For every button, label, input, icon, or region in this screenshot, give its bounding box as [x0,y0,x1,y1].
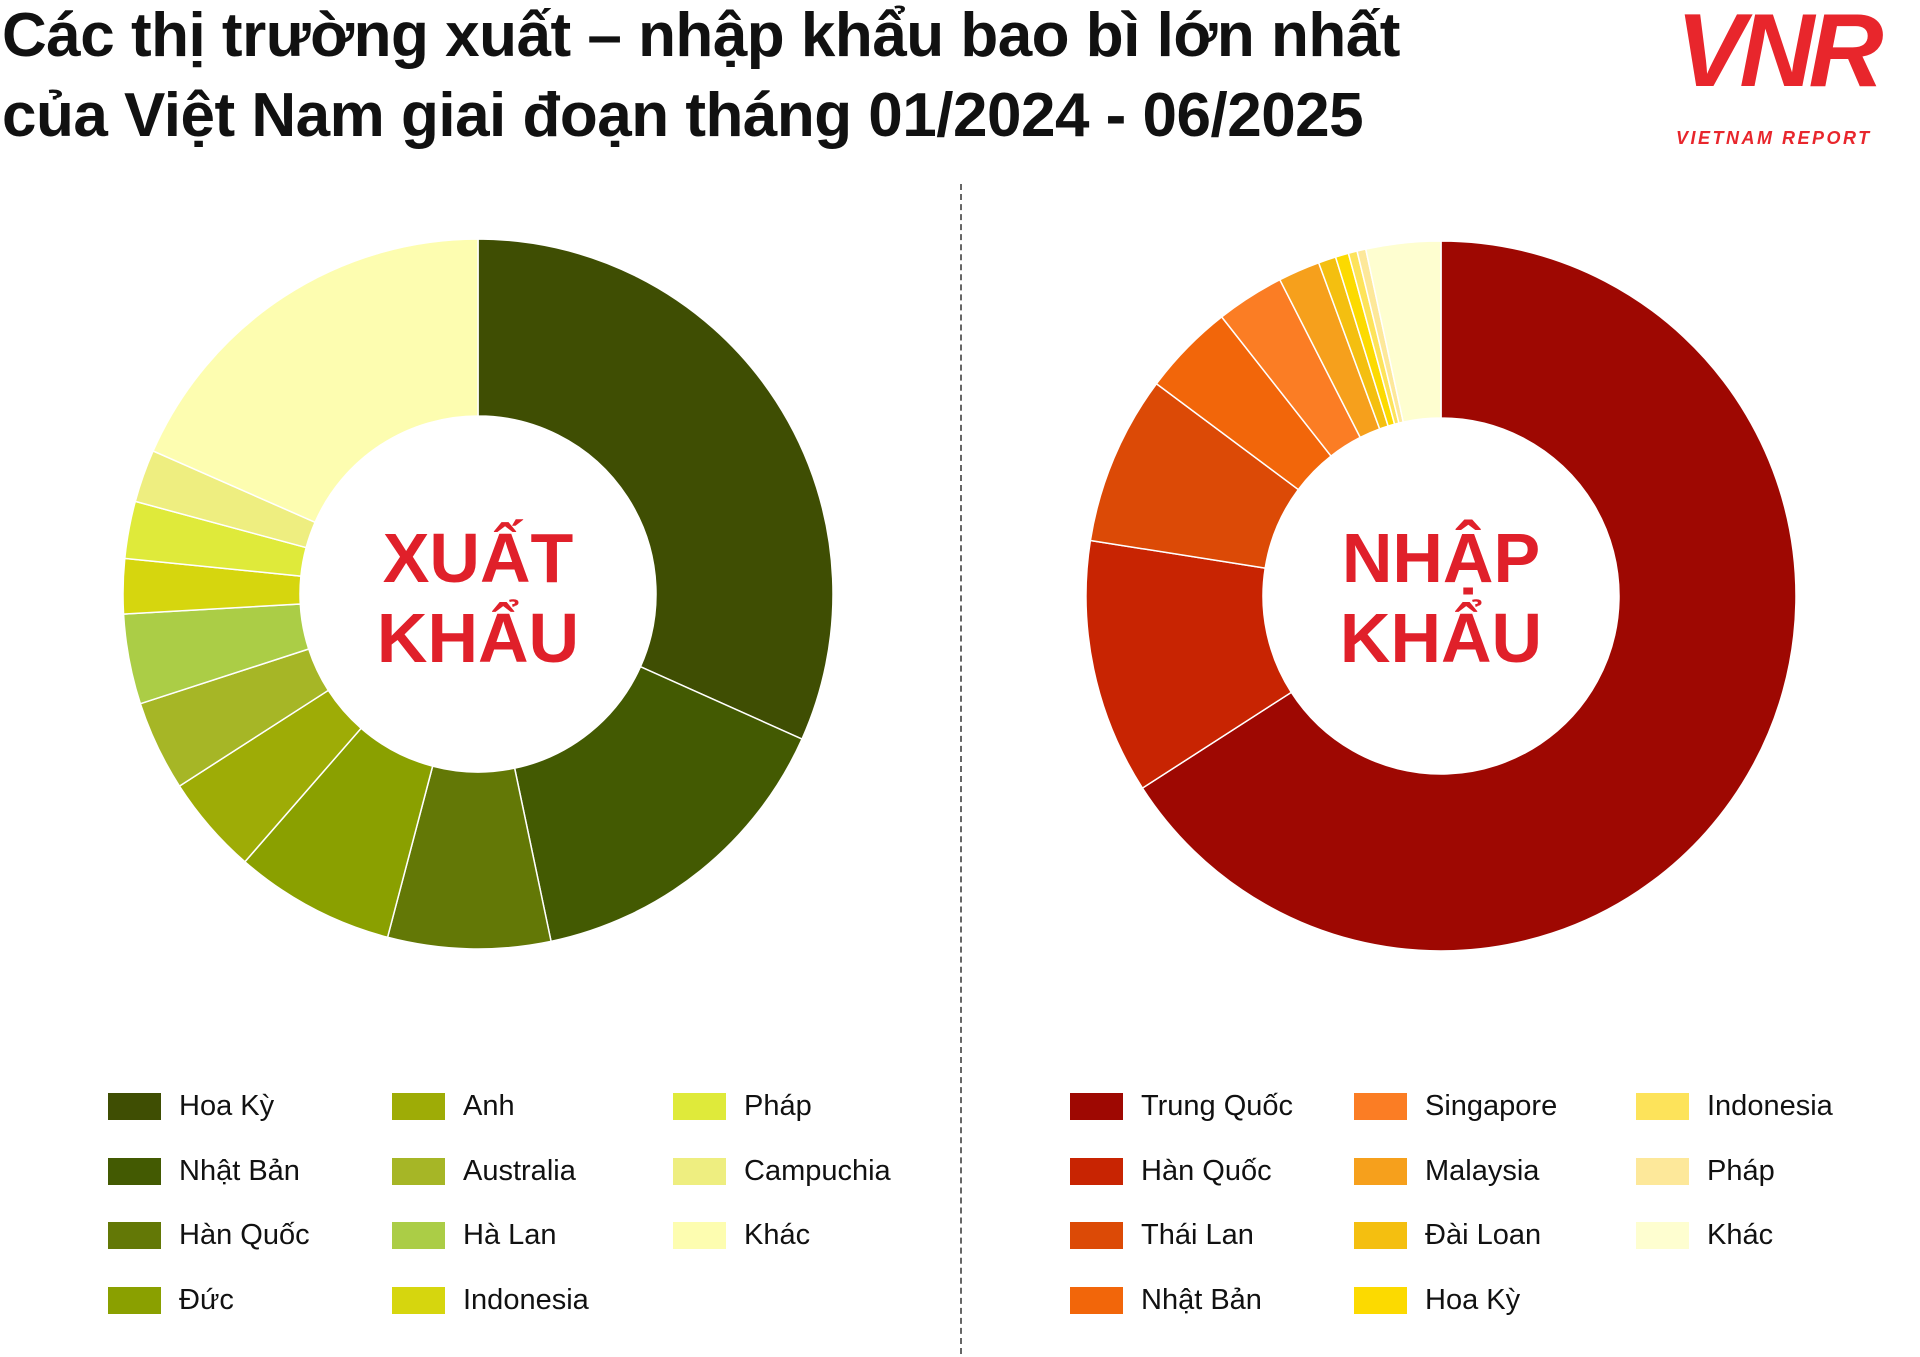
legend-label: Indonesia [463,1284,589,1316]
legend-label: Nhật Bản [1141,1284,1262,1316]
legend-swatch [392,1158,445,1185]
vietnam-report-logo: VNR VIETNAM REPORT [1676,0,1920,150]
title-line-2: của Việt Nam giai đoạn tháng 01/2024 - 0… [2,81,1364,150]
export-slice-1 [513,665,803,943]
legend-label: Khác [744,1219,811,1251]
export-center-label: XUẤT KHẨU [328,518,628,678]
legend-label: Nhật Bản [179,1155,300,1187]
legend-label: Hoa Kỳ [1425,1284,1521,1316]
legend-label: Hàn Quốc [179,1219,310,1251]
export-legend-item: Anh [392,1090,515,1123]
legend-label: Campuchia [744,1155,891,1187]
import-legend-item: Singapore [1354,1090,1557,1123]
import-legend-item: Thái Lan [1070,1219,1254,1252]
export-slice-0 [477,238,834,741]
legend-swatch [673,1222,726,1249]
export-legend-item: Đức [108,1284,234,1317]
legend-swatch [108,1158,161,1185]
legend-swatch [1070,1287,1123,1314]
export-legend-item: Khác [673,1219,810,1252]
legend-label: Pháp [744,1090,812,1122]
import-slice-0 [1141,240,1797,952]
import-legend-item: Malaysia [1354,1155,1539,1188]
divider [960,184,962,1354]
logo-mark: VNR [1676,0,1884,109]
import-legend-item: Pháp [1636,1155,1775,1188]
import-legend-item: Trung Quốc [1070,1090,1293,1123]
legend-label: Malaysia [1425,1155,1540,1187]
export-legend-item: Hoa Kỳ [108,1090,274,1123]
import-legend-item: Hàn Quốc [1070,1155,1272,1188]
legend-label: Australia [463,1155,576,1187]
import-legend-item: Nhật Bản [1070,1284,1262,1317]
export-legend-item: Nhật Bản [108,1155,300,1188]
legend-label: Hà Lan [463,1219,557,1251]
legend-swatch [392,1093,445,1120]
legend-swatch [108,1222,161,1249]
export-label-line-2: KHẨU [376,599,580,677]
legend-swatch [392,1287,445,1314]
import-label-line-2: KHẨU [1339,599,1543,677]
legend-swatch [392,1222,445,1249]
import-center-label: NHẬP KHẨU [1291,518,1591,678]
legend-swatch [1636,1093,1689,1120]
legend-swatch [673,1158,726,1185]
legend-label: Pháp [1707,1155,1775,1187]
legend-label: Singapore [1425,1090,1558,1122]
legend-label: Trung Quốc [1141,1090,1294,1122]
legend-label: Thái Lan [1141,1219,1254,1251]
legend-swatch [1354,1287,1407,1314]
legend-swatch [1070,1093,1123,1120]
export-legend-item: Australia [392,1155,576,1188]
import-legend-item: Indonesia [1636,1090,1833,1123]
legend-swatch [108,1287,161,1314]
export-slice-10 [152,238,479,524]
import-legend-item: Khác [1636,1219,1773,1252]
title-line-1: Các thị trường xuất – nhập khẩu bao bì l… [2,1,1400,70]
import-label-line-1: NHẬP [1341,519,1541,597]
legend-swatch [1070,1222,1123,1249]
legend-swatch [673,1093,726,1120]
export-legend-item: Campuchia [673,1155,891,1188]
chart-title: Các thị trường xuất – nhập khẩu bao bì l… [2,0,1400,156]
legend-swatch [1070,1158,1123,1185]
import-legend-item: Hoa Kỳ [1354,1284,1520,1317]
legend-swatch [1636,1158,1689,1185]
legend-swatch [1354,1093,1407,1120]
legend-label: Đài Loan [1425,1219,1542,1251]
legend-label: Hàn Quốc [1141,1155,1272,1187]
import-slice-10 [1364,240,1442,423]
legend-label: Hoa Kỳ [179,1090,275,1122]
import-legend-item: Đài Loan [1354,1219,1541,1252]
legend-swatch [108,1093,161,1120]
legend-label: Indonesia [1707,1090,1833,1122]
export-legend-item: Indonesia [392,1284,589,1317]
legend-label: Khác [1707,1219,1774,1251]
legend-swatch [1354,1158,1407,1185]
legend-label: Đức [179,1284,234,1316]
legend-swatch [1354,1222,1407,1249]
import-slice-1 [1085,539,1293,790]
legend-swatch [1636,1222,1689,1249]
export-label-line-1: XUẤT [382,519,574,597]
legend-label: Anh [463,1090,515,1122]
export-legend-item: Hà Lan [392,1219,557,1252]
logo-subtitle: VIETNAM REPORT [1676,128,1872,148]
export-legend-item: Hàn Quốc [108,1219,310,1252]
export-legend-item: Pháp [673,1090,812,1123]
